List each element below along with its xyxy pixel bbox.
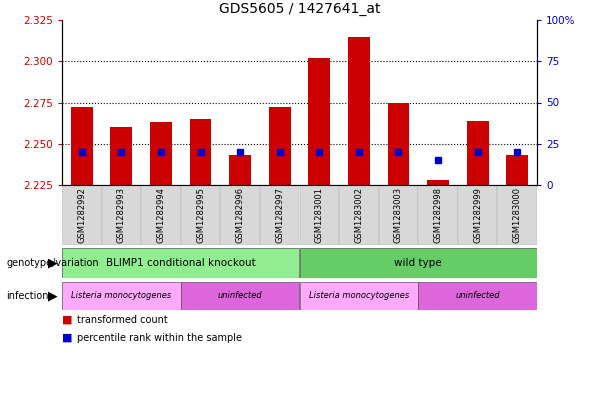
Bar — [300, 248, 537, 278]
Bar — [300, 282, 418, 310]
Bar — [269, 107, 291, 185]
Text: uninfected: uninfected — [455, 292, 500, 301]
Bar — [189, 119, 211, 185]
Bar — [418, 282, 537, 310]
Bar — [181, 282, 300, 310]
Bar — [300, 185, 339, 245]
Text: GSM1283003: GSM1283003 — [394, 187, 403, 243]
Text: GSM1282999: GSM1282999 — [473, 187, 482, 242]
Bar — [62, 282, 181, 310]
Text: GSM1283001: GSM1283001 — [315, 187, 324, 243]
Bar — [387, 103, 409, 185]
Bar — [229, 155, 251, 185]
Text: percentile rank within the sample: percentile rank within the sample — [77, 333, 242, 343]
Text: GSM1282998: GSM1282998 — [433, 187, 443, 243]
Bar — [348, 37, 370, 185]
Bar — [181, 185, 220, 245]
Bar — [458, 185, 497, 245]
Text: ■: ■ — [62, 315, 72, 325]
Text: infection: infection — [6, 291, 48, 301]
Bar — [62, 248, 300, 278]
Bar — [102, 185, 141, 245]
Bar — [497, 185, 537, 245]
Text: ■: ■ — [62, 333, 72, 343]
Bar — [308, 58, 330, 185]
Bar — [141, 185, 181, 245]
Text: transformed count: transformed count — [77, 315, 168, 325]
Text: uninfected: uninfected — [218, 292, 262, 301]
Text: GSM1283002: GSM1283002 — [354, 187, 364, 243]
Text: GSM1282993: GSM1282993 — [117, 187, 126, 243]
Bar — [220, 185, 260, 245]
Text: Listeria monocytogenes: Listeria monocytogenes — [71, 292, 172, 301]
Bar — [339, 185, 379, 245]
Bar — [466, 121, 489, 185]
Text: ▶: ▶ — [48, 290, 58, 303]
Text: genotype/variation: genotype/variation — [6, 258, 99, 268]
Bar — [506, 155, 528, 185]
Text: BLIMP1 conditional knockout: BLIMP1 conditional knockout — [106, 258, 256, 268]
Title: GDS5605 / 1427641_at: GDS5605 / 1427641_at — [219, 2, 380, 16]
Text: GSM1283000: GSM1283000 — [512, 187, 522, 243]
Bar — [150, 122, 172, 185]
Text: GSM1282996: GSM1282996 — [235, 187, 245, 243]
Bar — [62, 185, 102, 245]
Bar — [427, 180, 449, 185]
Bar — [260, 185, 300, 245]
Bar — [110, 127, 132, 185]
Bar — [71, 107, 93, 185]
Text: GSM1282997: GSM1282997 — [275, 187, 284, 243]
Bar — [418, 185, 458, 245]
Bar — [379, 185, 418, 245]
Text: wild type: wild type — [394, 258, 442, 268]
Text: ▶: ▶ — [48, 257, 58, 270]
Text: Listeria monocytogenes: Listeria monocytogenes — [309, 292, 409, 301]
Text: GSM1282995: GSM1282995 — [196, 187, 205, 242]
Text: GSM1282994: GSM1282994 — [156, 187, 166, 242]
Text: GSM1282992: GSM1282992 — [77, 187, 86, 242]
